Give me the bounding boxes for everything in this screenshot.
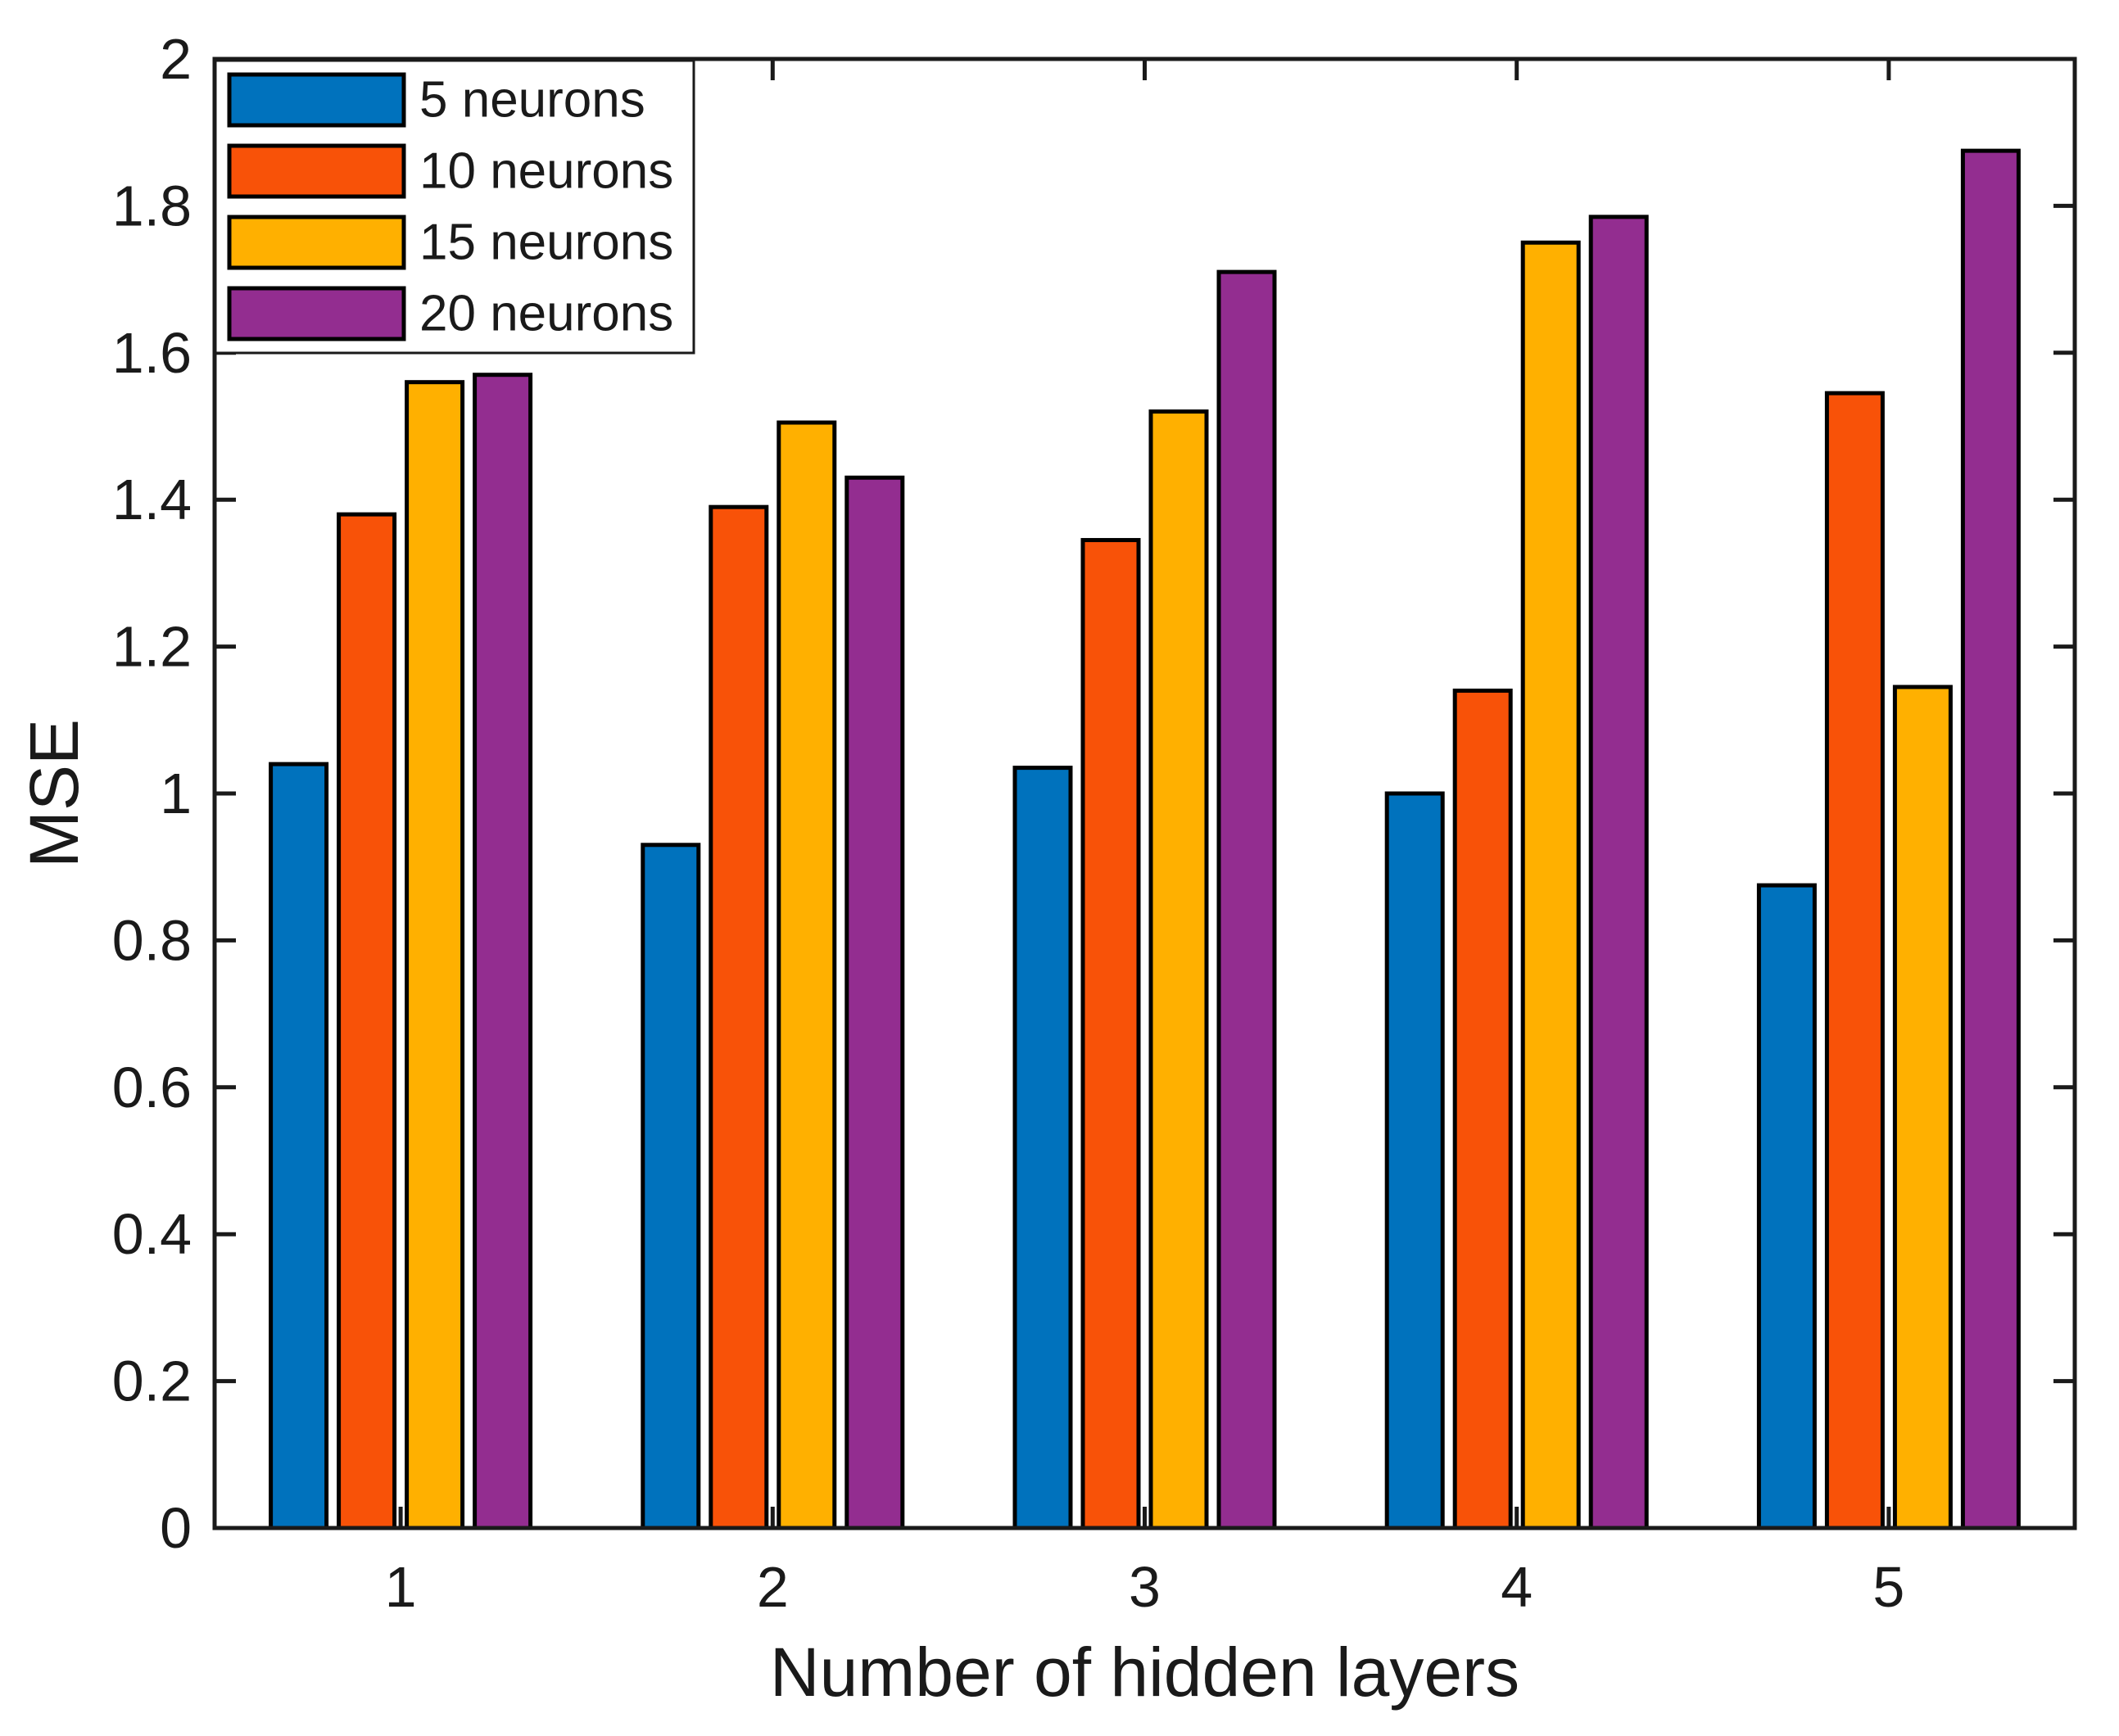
bar-group4-5-neurons <box>1384 791 1445 1530</box>
bar-group2-20-neurons <box>844 475 905 1530</box>
tick-marks-layer <box>215 57 2075 1530</box>
bar-group4-10-neurons <box>1452 688 1513 1530</box>
legend-swatch-15-neurons <box>227 215 406 270</box>
bar-group1-10-neurons <box>337 512 397 1530</box>
bar-group4-15-neurons <box>1520 240 1581 1530</box>
x-tick-label: 4 <box>1501 1555 1533 1619</box>
x-tick-label: 3 <box>1129 1555 1161 1619</box>
legend-swatch-20-neurons <box>227 286 406 341</box>
bar-group2-5-neurons <box>641 843 701 1530</box>
legend-label-10-neurons: 10 neurons <box>419 143 673 200</box>
y-tick-label: 2 <box>160 27 192 91</box>
series-5-neurons <box>269 762 1817 1530</box>
x-axis-label: Number of hidden layers <box>770 1634 1519 1711</box>
series-10-neurons <box>337 391 1885 1530</box>
legend-label-5-neurons: 5 neurons <box>419 72 645 129</box>
y-tick-label: 1.4 <box>112 468 192 531</box>
series-15-neurons <box>405 240 1953 1530</box>
x-tick-label: 2 <box>757 1555 789 1619</box>
bar-group1-15-neurons <box>405 380 465 1530</box>
axes-box-layer <box>212 57 2077 1530</box>
legend-label-20-neurons: 20 neurons <box>419 286 673 342</box>
x-tick-label: 5 <box>1872 1555 1904 1619</box>
legend-label-15-neurons: 15 neurons <box>419 215 673 271</box>
legend: 5 neurons 10 neurons 15 neurons 20 neurons <box>214 59 695 355</box>
bar-group3-5-neurons <box>1012 766 1073 1530</box>
bar-group3-20-neurons <box>1216 269 1277 1530</box>
y-axis-label: MSE <box>16 719 93 868</box>
bar-group5-10-neurons <box>1824 391 1885 1530</box>
x-tick-label: 1 <box>385 1555 417 1619</box>
bar-group5-5-neurons <box>1756 883 1817 1530</box>
y-tick-label: 1.8 <box>112 174 192 237</box>
y-tick-label: 1.6 <box>112 321 192 385</box>
bar-group3-10-neurons <box>1080 538 1141 1530</box>
bar-group2-10-neurons <box>709 504 769 1530</box>
bar-group5-20-neurons <box>1960 148 2021 1530</box>
bar-group1-20-neurons <box>473 373 533 1530</box>
bars-layer <box>269 148 2021 1530</box>
bar-group4-20-neurons <box>1588 215 1649 1530</box>
bar-group2-15-neurons <box>777 420 837 1530</box>
axis-text-layer: 0 0.2 0.4 0.6 0.8 1 1.2 1.4 1.6 1.8 2 1 2 3 4 5 Number o… <box>16 27 1904 1711</box>
y-tick-label: 1.2 <box>112 615 192 679</box>
y-tick-label: 0 <box>160 1496 192 1560</box>
series-20-neurons <box>473 148 2021 1530</box>
y-tick-label: 0.2 <box>112 1349 192 1413</box>
y-tick-label: 0.4 <box>112 1202 192 1266</box>
bar-group5-15-neurons <box>1892 685 1953 1530</box>
legend-swatch-10-neurons <box>227 143 406 199</box>
legend-swatch-5-neurons <box>227 72 406 128</box>
bar-group1-5-neurons <box>269 762 329 1530</box>
y-tick-label: 0.8 <box>112 908 192 972</box>
y-tick-label: 0.6 <box>112 1056 192 1119</box>
bar-group3-15-neurons <box>1148 409 1209 1530</box>
y-tick-label: 1 <box>160 762 192 825</box>
axes-box <box>212 57 2077 1530</box>
